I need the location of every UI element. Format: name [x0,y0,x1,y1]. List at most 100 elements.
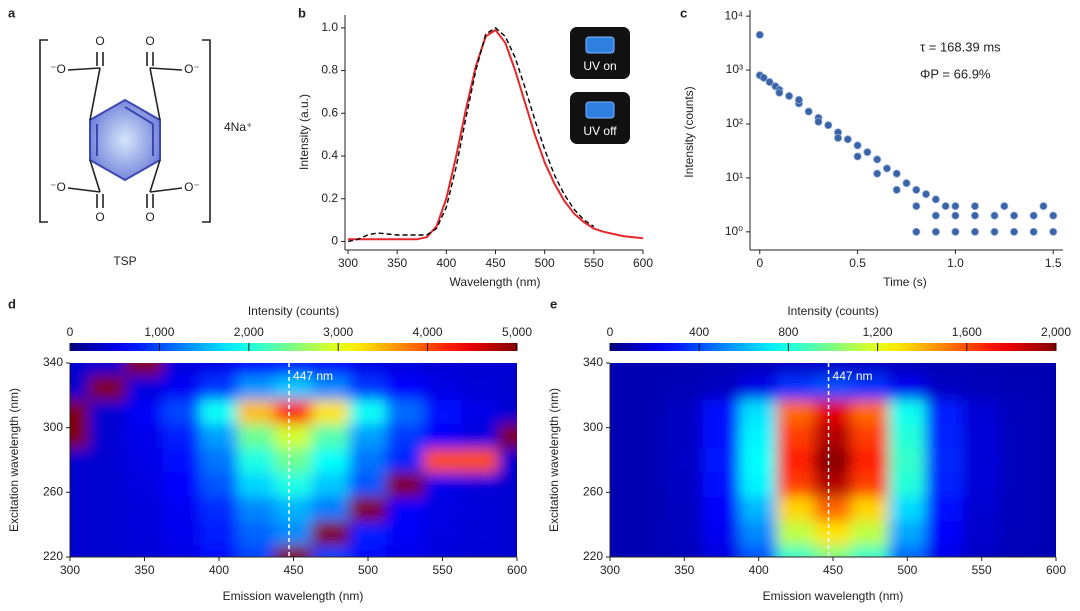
heatmap-cell [610,495,630,522]
x-axis-label: Time (s) [883,275,927,289]
heatmap-cell [386,423,425,449]
y-axis-label: Excitation wavelength (nm) [547,388,561,532]
heatmap-cell [610,471,630,497]
data-point [990,227,999,236]
heatmap-cell [274,374,313,400]
heatmap-cell [925,544,964,557]
y-tick-label: 260 [583,485,603,499]
heatmap-cell [999,363,1038,376]
annotation: τ = 168.39 ms [920,39,1001,54]
heatmap-cell [162,495,201,522]
heatmap-cell [497,447,517,473]
atom-label: O [145,34,154,48]
x-tick-label: 500 [535,256,555,270]
heatmap-cell [813,423,853,449]
heatmap-cell [776,471,815,497]
panel-letter: c [680,5,687,20]
heatmap-cell [125,520,164,546]
colorbar-tick-label: 2,000 [234,325,264,339]
heatmap-cell [237,398,276,425]
heatmap-cell [386,471,425,497]
heatmap-cell [702,423,741,449]
colorbar-tick-label: 1,200 [863,325,893,339]
heatmap-cell [125,398,164,425]
heatmap-cell [665,447,704,473]
heatmap-cell [162,374,201,400]
x-tick-label: 450 [283,563,303,577]
colorbar-title: Intensity (counts) [787,304,878,318]
heatmap-cell [813,374,853,400]
heatmap-cell [237,471,276,497]
marker-label: 447 nm [293,369,333,383]
x-tick-label: 550 [584,256,604,270]
panel-letter: b [298,5,306,20]
heatmap-cell [776,398,815,425]
atom-label: O⁻ [184,62,200,76]
heatmap-cell [628,471,667,497]
data-point [1029,211,1038,220]
y-tick-label: 1.0 [321,20,338,34]
heatmap-cell [497,544,517,557]
heatmap-cell [628,520,667,546]
data-point [892,185,901,194]
colorbar-tick-label: 800 [778,325,798,339]
heatmap-cell [702,398,741,425]
data-point [931,195,940,204]
y-tick-label: 10¹ [726,170,743,184]
colorbar-tick-label: 2,000 [1041,325,1071,339]
heatmap-cell [813,447,853,473]
heatmap-cell [999,374,1038,400]
data-point [794,95,803,104]
y-axis-label: Excitation wavelength (nm) [7,388,21,532]
heatmap-cell [125,471,164,497]
y-tick-label: 10⁰ [725,224,743,238]
data-point [970,202,979,211]
heatmap-cell [70,471,90,497]
heatmap-cell [497,363,517,376]
heatmap-cell [999,520,1038,546]
x-axis-label: Emission wavelength (nm) [763,589,904,603]
panel-letter: d [8,296,16,311]
x-axis-label: Wavelength (nm) [450,275,541,289]
heatmap-cell [125,374,164,400]
heatmap-cell [237,544,276,557]
heatmap-cell [813,398,853,425]
y-tick-label: 340 [43,355,63,369]
heatmap-cell [88,423,127,449]
data-point [873,169,882,178]
heatmap-cell [739,363,778,376]
heatmap-cell [460,398,499,425]
heatmap-cell [199,495,239,522]
heatmap-cell [628,374,667,400]
heatmap-cell [628,495,667,522]
data-point [1049,211,1058,220]
heatmap-cell [311,495,350,522]
benzene-ring [89,98,161,182]
heatmap-cell [999,544,1038,557]
x-tick-label: 550 [972,563,992,577]
heatmap-cell [274,520,313,546]
heatmap-cell [88,544,127,557]
line-series [348,29,644,241]
heatmap-cell [88,447,127,473]
heatmap-cell [237,520,276,546]
heatmap-cell [460,374,499,400]
heatmap-cell [776,363,815,376]
heatmap-cell [702,544,741,557]
data-point [951,202,960,211]
heatmap-cell [999,423,1038,449]
heatmap-cell [665,471,704,497]
colorbar [610,343,1056,351]
heatmap-cell [925,398,964,425]
heatmap-cell [813,495,853,522]
heatmap-cell [162,398,201,425]
heatmap-cell [776,520,815,546]
heatmap-cell [386,520,425,546]
heatmap-cell [851,374,890,400]
heatmap-cell [274,544,313,557]
heatmap-cell [851,544,890,557]
heatmap-cell [386,544,425,557]
heatmap-cell [962,520,1001,546]
heatmap-cell [88,495,127,522]
heatmap-cell [962,423,1001,449]
